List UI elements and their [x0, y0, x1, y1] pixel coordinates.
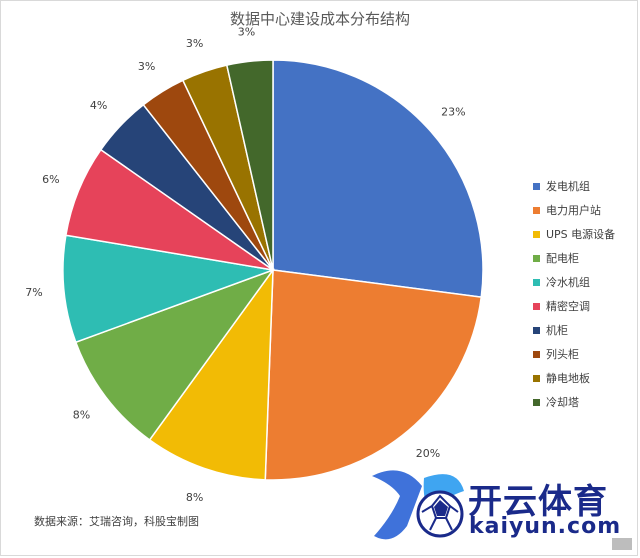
slice-data-label: 4%: [90, 99, 107, 112]
legend-item: 配电柜: [533, 246, 615, 270]
slice-data-label: 7%: [25, 286, 42, 299]
legend-item: 冷水机组: [533, 270, 615, 294]
chart-legend: 发电机组电力用户站 UPS 电源设备 配电柜冷水机组精密空调机柜列头柜静电地板冷却塔: [533, 174, 615, 414]
legend-label: 配电柜: [546, 252, 579, 265]
legend-swatch: [533, 206, 540, 214]
slice-data-label: 8%: [186, 491, 203, 504]
pie-slice: [264, 269, 483, 481]
legend-swatch: [533, 278, 540, 286]
source-note: 数据来源：艾瑞咨询，科股宝制图: [34, 515, 199, 528]
legend-swatch: [533, 182, 540, 190]
slice-data-label: 3%: [138, 60, 155, 73]
slice-data-label: 23%: [441, 106, 465, 119]
watermark-logo: [372, 470, 464, 540]
legend-label: 列头柜: [546, 348, 579, 361]
watermark-brand-cn: 开云体育: [468, 482, 608, 522]
legend-swatch: [533, 230, 540, 238]
pie-slice: [225, 59, 274, 271]
legend-item: 精密空调: [533, 294, 615, 318]
legend-swatch: [533, 350, 540, 358]
legend-item: 发电机组: [533, 174, 615, 198]
legend-swatch: [533, 398, 540, 406]
legend-label: UPS 电源设备: [546, 228, 616, 241]
legend-swatch: [533, 254, 540, 262]
legend-item: 冷却塔: [533, 390, 615, 414]
legend-label: 冷却塔: [546, 396, 579, 409]
pie-slice: [272, 59, 484, 298]
legend-item: 列头柜: [533, 342, 615, 366]
legend-label: 电力用户站: [546, 204, 601, 217]
legend-label: 发电机组: [546, 180, 590, 193]
legend-item: 机柜: [533, 318, 615, 342]
pie-slice: [62, 234, 276, 344]
slice-data-label: 3%: [238, 25, 255, 38]
slice-data-label: 3%: [186, 37, 203, 50]
chart-title: 数据中心建设成本分布结构: [229, 10, 410, 28]
pie-slice: [148, 267, 274, 481]
legend-item: UPS 电源设备: [533, 222, 615, 246]
watermark-brand-en: kaiyun.com: [469, 514, 622, 539]
legend-swatch: [533, 326, 540, 334]
pie-slice: [74, 268, 276, 441]
slice-data-label: 6%: [42, 173, 59, 186]
legend-item: 静电地板: [533, 366, 615, 390]
legend-label: 冷水机组: [546, 276, 590, 289]
legend-swatch: [533, 302, 540, 310]
legend-label: 精密空调: [546, 300, 590, 313]
slice-data-label: 20%: [416, 447, 440, 460]
slice-data-label: 8%: [73, 409, 90, 422]
legend-item: 电力用户站: [533, 198, 615, 222]
legend-swatch: [533, 374, 540, 382]
watermark-corner-tag: [612, 538, 632, 550]
legend-label: 静电地板: [546, 372, 590, 385]
legend-label: 机柜: [546, 324, 568, 337]
